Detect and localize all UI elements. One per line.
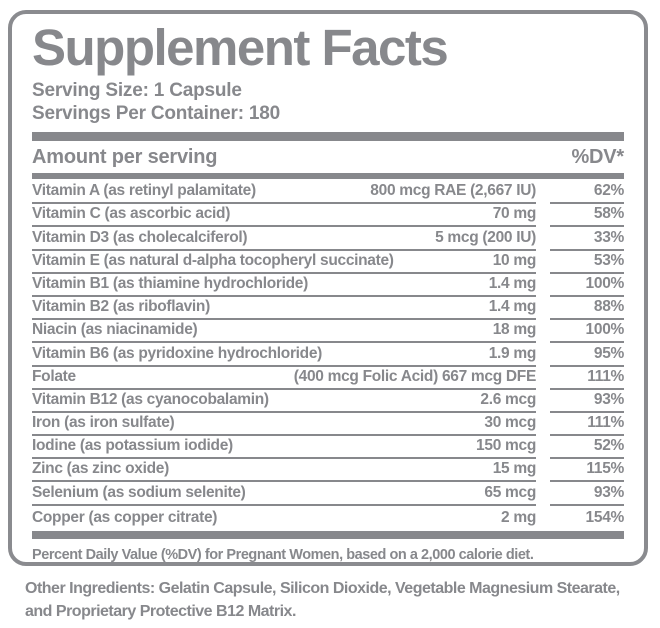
nutrient-dv: 53%: [550, 251, 624, 274]
nutrient-dv: 62%: [550, 181, 624, 205]
nutrient-amount: 2.6 mcg: [480, 390, 536, 408]
nutrient-dv: 58%: [550, 204, 624, 228]
column-header-amount: Amount per serving: [32, 146, 218, 168]
nutrient-name: Vitamin D3 (as cholecalciferol): [32, 228, 248, 246]
nutrient-row: Folate (400 mcg Folic Acid) 667 mcg DFE …: [32, 367, 624, 390]
nutrient-row: Iron (as iron sulfate) 30 mcg 111%: [32, 413, 624, 437]
nutrient-name: Zinc (as zinc oxide): [32, 460, 169, 478]
nutrient-row: Vitamin B12 (as cyanocobalamin) 2.6 mcg …: [32, 390, 624, 413]
nutrient-amount: 30 mcg: [484, 414, 536, 432]
nutrient-amount: 2 mg: [501, 508, 536, 526]
nutrient-dv: 100%: [550, 274, 624, 297]
nutrient-row: Zinc (as zinc oxide) 15 mg 115%: [32, 459, 624, 483]
nutrient-row-main: Vitamin B6 (as pyridoxine hydrochloride)…: [32, 343, 537, 367]
nutrient-dv: 100%: [550, 320, 624, 344]
nutrient-name: Vitamin B6 (as pyridoxine hydrochloride): [32, 344, 323, 362]
nutrient-row: Vitamin B6 (as pyridoxine hydrochloride)…: [32, 343, 624, 367]
servings-per-container-text: Servings Per Container: 180: [32, 103, 281, 124]
nutrient-row-main: Vitamin B2 (as riboflavin) 1.4 mg: [32, 297, 537, 321]
nutrient-row-main: Iodine (as potassium iodide) 150 mcg: [32, 436, 536, 460]
nutrient-amount: 65 mcg: [484, 483, 536, 501]
nutrient-row-main: Vitamin A (as retinyl palamitate) 800 mc…: [32, 181, 536, 205]
column-header-dv: %DV*: [571, 146, 624, 168]
nutrient-row: Vitamin A (as retinyl palamitate) 800 mc…: [32, 181, 624, 205]
nutrient-amount: (400 mcg Folic Acid) 667 mcg DFE: [293, 367, 537, 385]
nutrient-row: Selenium (as sodium selenite) 65 mcg 93%: [32, 482, 624, 506]
divider-under-header: [32, 173, 624, 179]
column-header-row: Amount per serving %DV*: [32, 141, 624, 173]
divider-thick-top: [32, 132, 624, 141]
nutrient-dv: 95%: [550, 343, 624, 367]
nutrient-row-main: Vitamin D3 (as cholecalciferol) 5 mcg (2…: [32, 227, 536, 251]
nutrient-name: Vitamin B2 (as riboflavin): [32, 298, 210, 316]
nutrient-row: Vitamin D3 (as cholecalciferol) 5 mcg (2…: [32, 227, 624, 251]
nutrient-name: Vitamin C (as ascorbic acid): [32, 205, 231, 223]
nutrient-name: Niacin (as niacinamide): [32, 321, 198, 339]
nutrient-amount: 10 mg: [492, 251, 537, 269]
nutrient-row: Niacin (as niacinamide) 18 mg 100%: [32, 320, 624, 344]
nutrient-dv: 88%: [550, 297, 624, 321]
nutrient-row-main: Niacin (as niacinamide) 18 mg: [32, 320, 537, 344]
nutrient-row-main: Vitamin B1 (as thiamine hydrochloride) 1…: [32, 274, 536, 297]
nutrient-amount: 18 mg: [492, 321, 537, 339]
nutrient-amount: 800 mcg RAE (2,667 IU): [370, 182, 536, 200]
daily-value-footnote: Percent Daily Value (%DV) for Pregnant W…: [32, 546, 534, 563]
nutrient-name: Copper (as copper citrate): [32, 508, 218, 526]
nutrient-dv: 93%: [550, 482, 624, 506]
nutrient-amount: 1.9 mg: [488, 344, 537, 362]
other-ingredients-text: Other Ingredients: Gelatin Capsule, Sili…: [25, 580, 620, 620]
nutrient-amount: 1.4 mg: [488, 298, 537, 316]
nutrient-dv: 93%: [550, 390, 624, 413]
nutrient-name: Selenium (as sodium selenite): [32, 483, 246, 501]
nutrient-row: Vitamin B2 (as riboflavin) 1.4 mg 88%: [32, 297, 624, 321]
nutrient-row-main: Vitamin C (as ascorbic acid) 70 mg: [32, 204, 537, 228]
nutrient-dv: 154%: [585, 508, 625, 526]
nutrient-row-main: Iron (as iron sulfate) 30 mcg: [32, 413, 536, 437]
nutrient-dv: 52%: [550, 436, 624, 460]
nutrient-row-main: Vitamin B12 (as cyanocobalamin) 2.6 mcg: [32, 390, 536, 413]
nutrient-dv: 111%: [550, 413, 624, 437]
nutrient-row: Copper (as copper citrate) 2 mg 154%: [32, 506, 624, 529]
nutrient-dv: 111%: [550, 367, 624, 390]
serving-size-text: Serving Size: 1 Capsule: [32, 80, 242, 101]
nutrient-name: Vitamin B1 (as thiamine hydrochloride): [32, 274, 308, 292]
nutrient-name: Iron (as iron sulfate): [32, 414, 175, 432]
nutrient-row-main: Vitamin E (as natural d-alpha tocopheryl…: [32, 251, 536, 274]
nutrient-row-main: Selenium (as sodium selenite) 65 mcg: [32, 482, 536, 506]
nutrient-row-main: Folate (400 mcg Folic Acid) 667 mcg DFE: [32, 367, 536, 390]
nutrient-rows: Vitamin A (as retinyl palamitate) 800 mc…: [32, 181, 624, 529]
nutrient-row: Vitamin E (as natural d-alpha tocopheryl…: [32, 251, 624, 274]
nutrient-name: Vitamin B12 (as cyanocobalamin): [32, 390, 269, 408]
nutrient-row: Iodine (as potassium iodide) 150 mcg 52%: [32, 436, 624, 460]
nutrient-amount: 15 mg: [492, 460, 537, 478]
nutrient-name: Iodine (as potassium iodide): [32, 437, 233, 455]
nutrient-amount: 1.4 mg: [488, 274, 537, 292]
nutrient-amount: 150 mcg: [476, 437, 536, 455]
nutrient-dv: 115%: [550, 459, 624, 483]
panel-title: Supplement Facts: [32, 19, 449, 76]
divider-above-footnote: [32, 530, 624, 539]
nutrient-amount: 70 mg: [492, 205, 537, 223]
nutrient-name: Vitamin A (as retinyl palamitate): [32, 182, 256, 200]
nutrient-name: Vitamin E (as natural d-alpha tocopheryl…: [32, 251, 394, 269]
nutrient-row-main: Zinc (as zinc oxide) 15 mg: [32, 459, 537, 483]
nutrient-row-main: Copper (as copper citrate) 2 mg: [32, 506, 536, 529]
nutrient-row: Vitamin C (as ascorbic acid) 70 mg 58%: [32, 204, 624, 228]
nutrient-name: Folate: [32, 367, 76, 385]
nutrient-amount: 5 mcg (200 IU): [435, 228, 536, 246]
nutrient-row: Vitamin B1 (as thiamine hydrochloride) 1…: [32, 274, 624, 297]
nutrient-dv: 33%: [550, 227, 624, 251]
supplement-facts-panel: Supplement Facts Serving Size: 1 Capsule…: [8, 10, 648, 566]
